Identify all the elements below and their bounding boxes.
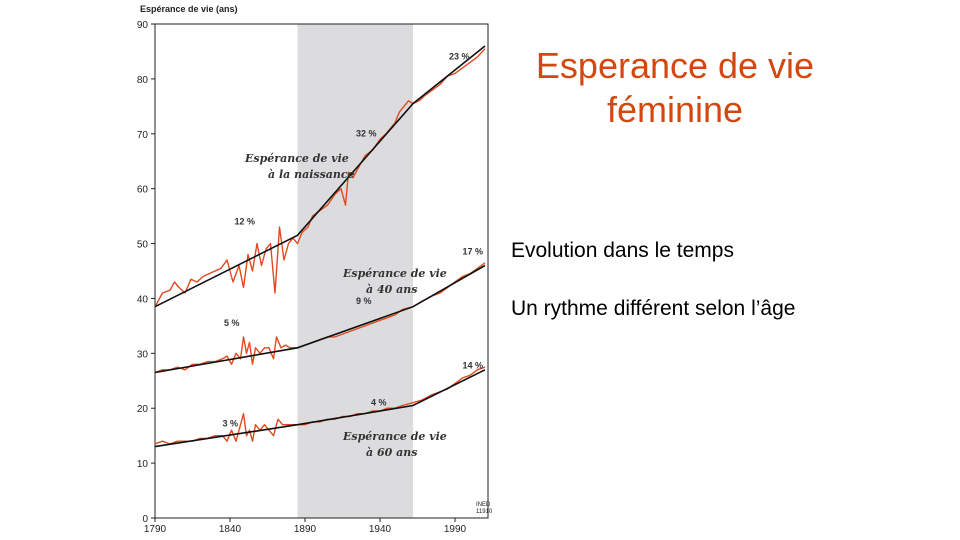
series-label: Espérance de vie: [342, 430, 447, 443]
series-label: à la naissance: [268, 168, 355, 181]
bullet-evolution: Evolution dans le temps: [511, 239, 734, 262]
y-tick-label: 80: [137, 75, 149, 86]
y-tick-label: 10: [137, 459, 149, 470]
x-tick-label: 1840: [219, 524, 242, 535]
y-axis-label: Espérance de vie (ans): [140, 4, 238, 14]
trend-line-2: [154, 369, 486, 448]
trend-line-0: [154, 45, 486, 308]
y-tick-label: 50: [137, 240, 149, 251]
chart-area: 0 10 20 30 40 50 60 70 80 90 1790 1840 1890 1940 1990 E…: [137, 4, 493, 535]
y-tick-label: 20: [137, 404, 149, 415]
growth-annotation: 4 %: [371, 397, 387, 407]
series-label: à 40 ans: [366, 283, 417, 296]
growth-annotation: 14 %: [463, 361, 484, 371]
shaded-period: [297, 24, 413, 518]
y-tick-label: 30: [137, 349, 149, 360]
trend-line-1: [154, 264, 486, 374]
y-tick-label: 70: [137, 130, 149, 141]
slide-title: Esperance de vie féminine: [535, 45, 815, 130]
x-tick-label: 1940: [369, 524, 392, 535]
series-label: Espérance de vie: [244, 152, 349, 165]
growth-annotation: 3 %: [223, 418, 239, 428]
life-expectancy-chart: 0 10 20 30 40 50 60 70 80 90 1790 1840 1890 1940 1990 E…: [137, 4, 493, 535]
observed-line-2: [154, 366, 486, 445]
series-label: Espérance de vie: [342, 267, 447, 280]
plot-frame: [154, 23, 489, 519]
growth-annotation: 5 %: [224, 318, 240, 328]
bullet-rythme: Un rythme différent selon l’âge: [511, 297, 796, 320]
x-tick-label: 1790: [144, 524, 167, 535]
y-tick-label: 60: [137, 185, 149, 196]
y-tick-label: 40: [137, 294, 149, 305]
growth-annotation: 12 %: [235, 216, 256, 226]
series-label: à 60 ans: [366, 446, 417, 459]
growth-annotation: 17 %: [463, 247, 484, 257]
growth-annotation: 23 %: [449, 52, 470, 62]
x-tick-label: 1890: [294, 524, 317, 535]
y-tick-label: 90: [137, 20, 149, 31]
growth-annotation: 9 %: [356, 296, 372, 306]
credit-label: 11910: [476, 509, 493, 515]
credit-label: INED: [476, 502, 491, 508]
growth-annotation: 32 %: [356, 129, 377, 139]
y-tick-label: 0: [142, 514, 148, 525]
x-tick-label: 1990: [444, 524, 467, 535]
